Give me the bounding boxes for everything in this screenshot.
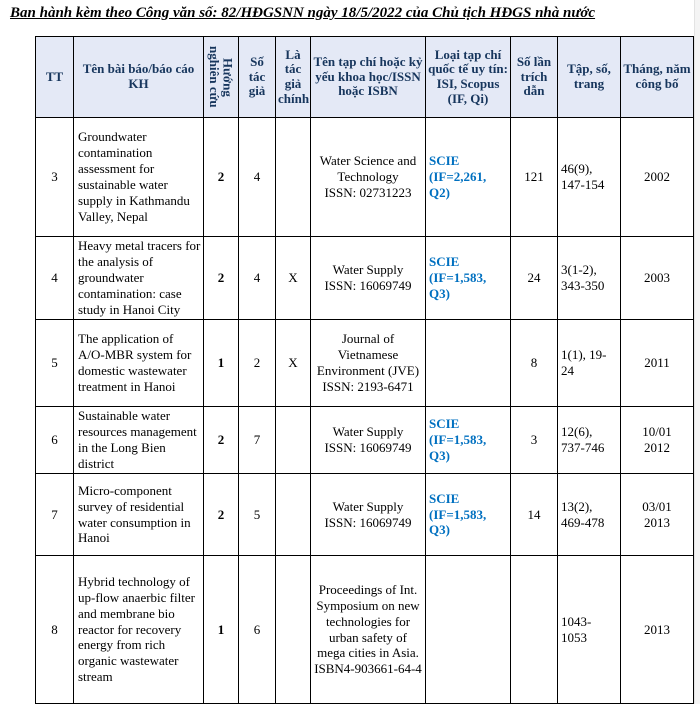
cell-tt: 3: [35, 117, 74, 237]
cell-citations: 121: [510, 117, 558, 237]
cell-title: Sustainable water resources management i…: [73, 406, 204, 474]
cell-published: 2003: [620, 236, 694, 320]
cell-num-authors: 7: [238, 406, 276, 474]
cell-journal-type: SCIE (IF=1,583, Q3): [425, 473, 511, 556]
cell-research-direction: 1: [203, 319, 239, 407]
cell-volume: 12(6), 737-746: [557, 406, 621, 474]
cell-main-author: [275, 117, 311, 237]
cell-citations: [510, 555, 558, 704]
table-row: 4 Heavy metal tracers for the analysis o…: [35, 236, 694, 320]
cell-main-author: [275, 555, 311, 704]
cell-volume: 1043- 1053: [557, 555, 621, 704]
cell-journal-type: [425, 319, 511, 407]
col-header-main-author: Là tác giả chính: [275, 36, 311, 118]
cell-tt: 4: [35, 236, 74, 320]
cell-journal-type: SCIE (IF=2,261, Q2): [425, 117, 511, 237]
col-header-citations: Số lần trích dẫn: [510, 36, 558, 118]
cell-title: Heavy metal tracers for the analysis of …: [73, 236, 204, 320]
publications-table: TT Tên bài báo/báo cáo KH Hướng nghiên c…: [35, 36, 694, 704]
cell-journal: Water Supply ISSN: 16069749: [310, 236, 426, 320]
table-header-row: TT Tên bài báo/báo cáo KH Hướng nghiên c…: [35, 36, 694, 118]
col-header-published: Tháng, năm công bố: [620, 36, 694, 118]
cell-num-authors: 4: [238, 236, 276, 320]
cell-main-author: [275, 473, 311, 556]
cell-research-direction: 2: [203, 236, 239, 320]
vertical-header-text: Hướng nghiên cứu: [207, 46, 236, 108]
cell-citations: 3: [510, 406, 558, 474]
cell-title: Groundwater contamination assessment for…: [73, 117, 204, 237]
cell-research-direction: 2: [203, 473, 239, 556]
cell-tt: 7: [35, 473, 74, 556]
document-issuance-note: Ban hành kèm theo Công văn số: 82/HĐGSNN…: [10, 5, 596, 21]
cell-tt: 8: [35, 555, 74, 704]
cell-num-authors: 4: [238, 117, 276, 237]
cell-journal: Water Science and Technology ISSN: 02731…: [310, 117, 426, 237]
cell-journal: Journal of Vietnamese Environment (JVE) …: [310, 319, 426, 407]
cell-tt: 6: [35, 406, 74, 474]
cell-main-author: X: [275, 319, 311, 407]
cell-published: 10/01 2012: [620, 406, 694, 474]
cell-num-authors: 2: [238, 319, 276, 407]
table-row: 8 Hybrid technology of up-flow anaerbic …: [35, 555, 694, 704]
cell-title: Micro-component survey of residential wa…: [73, 473, 204, 556]
col-header-journal: Tên tạp chí hoặc kỷ yếu khoa học/ISSN ho…: [310, 36, 426, 118]
cell-num-authors: 5: [238, 473, 276, 556]
cell-num-authors: 6: [238, 555, 276, 704]
col-header-research-direction: Hướng nghiên cứu: [203, 36, 239, 118]
page-right-edge: [694, 0, 700, 704]
table-row: 7 Micro-component survey of residential …: [35, 473, 694, 556]
cell-published: 2011: [620, 319, 694, 407]
table-row: 5 The application of A/O-MBR system for …: [35, 319, 694, 407]
cell-main-author: X: [275, 236, 311, 320]
col-header-title: Tên bài báo/báo cáo KH: [73, 36, 204, 118]
cell-citations: 24: [510, 236, 558, 320]
cell-volume: 46(9), 147-154: [557, 117, 621, 237]
cell-main-author: [275, 406, 311, 474]
cell-research-direction: 1: [203, 555, 239, 704]
cell-title: The application of A/O-MBR system for do…: [73, 319, 204, 407]
cell-published: 2002: [620, 117, 694, 237]
cell-journal-type: SCIE (IF=1,583, Q3): [425, 236, 511, 320]
col-header-volume: Tập, số, trang: [557, 36, 621, 118]
cell-journal-type: [425, 555, 511, 704]
cell-journal: Water Supply ISSN: 16069749: [310, 473, 426, 556]
cell-citations: 14: [510, 473, 558, 556]
cell-journal: Proceedings of Int. Symposium on new tec…: [310, 555, 426, 704]
cell-volume: 3(1-2), 343-350: [557, 236, 621, 320]
cell-title: Hybrid technology of up-flow anaerbic fi…: [73, 555, 204, 704]
cell-journal-type: SCIE (IF=1,583, Q3): [425, 406, 511, 474]
col-header-num-authors: Số tác giả: [238, 36, 276, 118]
cell-tt: 5: [35, 319, 74, 407]
cell-citations: 8: [510, 319, 558, 407]
cell-volume: 13(2), 469-478: [557, 473, 621, 556]
cell-research-direction: 2: [203, 117, 239, 237]
table-row: 6 Sustainable water resources management…: [35, 406, 694, 474]
col-header-tt: TT: [35, 36, 74, 118]
cell-volume: 1(1), 19-24: [557, 319, 621, 407]
cell-research-direction: 2: [203, 406, 239, 474]
cell-journal: Water Supply ISSN: 16069749: [310, 406, 426, 474]
table-row: 3 Groundwater contamination assessment f…: [35, 117, 694, 237]
cell-published: 03/01 2013: [620, 473, 694, 556]
cell-published: 2013: [620, 555, 694, 704]
col-header-journal-type: Loại tạp chí quốc tế uy tín: ISI, Scopus…: [425, 36, 511, 118]
